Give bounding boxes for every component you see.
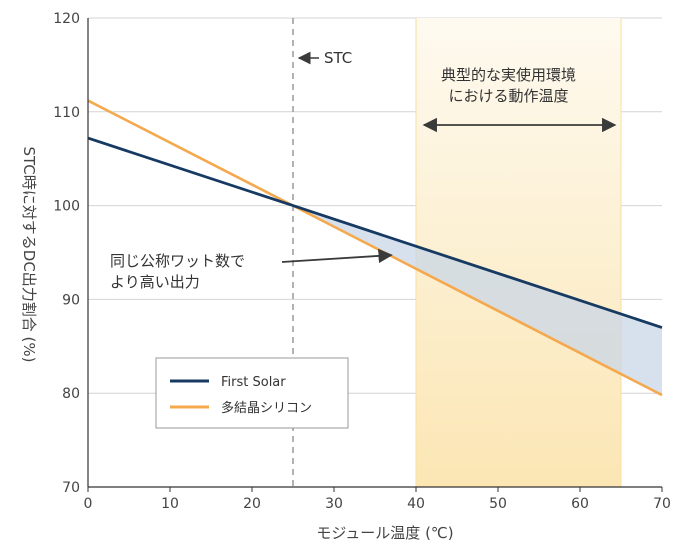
advantage-label-line: 同じ公称ワット数で <box>110 252 245 270</box>
legend: First Solar 多結晶シリコン <box>155 357 349 429</box>
x-tick-label: 10 <box>161 496 179 512</box>
x-tick-label: 40 <box>407 496 425 512</box>
series-lines <box>87 99 663 397</box>
x-tick-label: 50 <box>489 496 507 512</box>
typical-range-label-line: における動作温度 <box>448 87 568 105</box>
y-tick-label: 100 <box>53 199 80 215</box>
x-tick-label: 0 <box>84 496 93 512</box>
x-axis-title: モジュール温度 (℃) <box>316 524 453 542</box>
y-axis-title: STC時に対するDC出力割合 (%) <box>20 146 38 362</box>
advantage-arrow <box>281 248 393 264</box>
x-tick-label: 30 <box>325 496 343 512</box>
x-tick-label: 70 <box>653 496 671 512</box>
legend-label: First Solar <box>221 375 286 390</box>
y-tick-label: 90 <box>62 292 80 308</box>
typical-range-label-line: 典型的な実使用環境 <box>441 66 576 84</box>
stc-label: STC <box>324 49 352 67</box>
typical-range-rect <box>416 18 621 487</box>
y-tick-label: 80 <box>62 386 80 402</box>
y-tick-label: 70 <box>62 480 80 496</box>
x-tick-label: 20 <box>243 496 261 512</box>
typical-range-band <box>415 18 622 487</box>
legend-box <box>155 357 349 429</box>
x-tick-label: 60 <box>571 496 589 512</box>
advantage-label-line: より高い出力 <box>110 273 200 291</box>
series-line-first-solar <box>87 136 663 329</box>
legend-label: 多結晶シリコン <box>221 400 312 416</box>
y-tick-label: 120 <box>53 11 80 27</box>
axes: 70 80 90 100 110 120 0 10 20 30 40 50 60 70 モジュール温度 (℃… <box>20 11 671 542</box>
y-tick-label: 110 <box>53 105 80 121</box>
